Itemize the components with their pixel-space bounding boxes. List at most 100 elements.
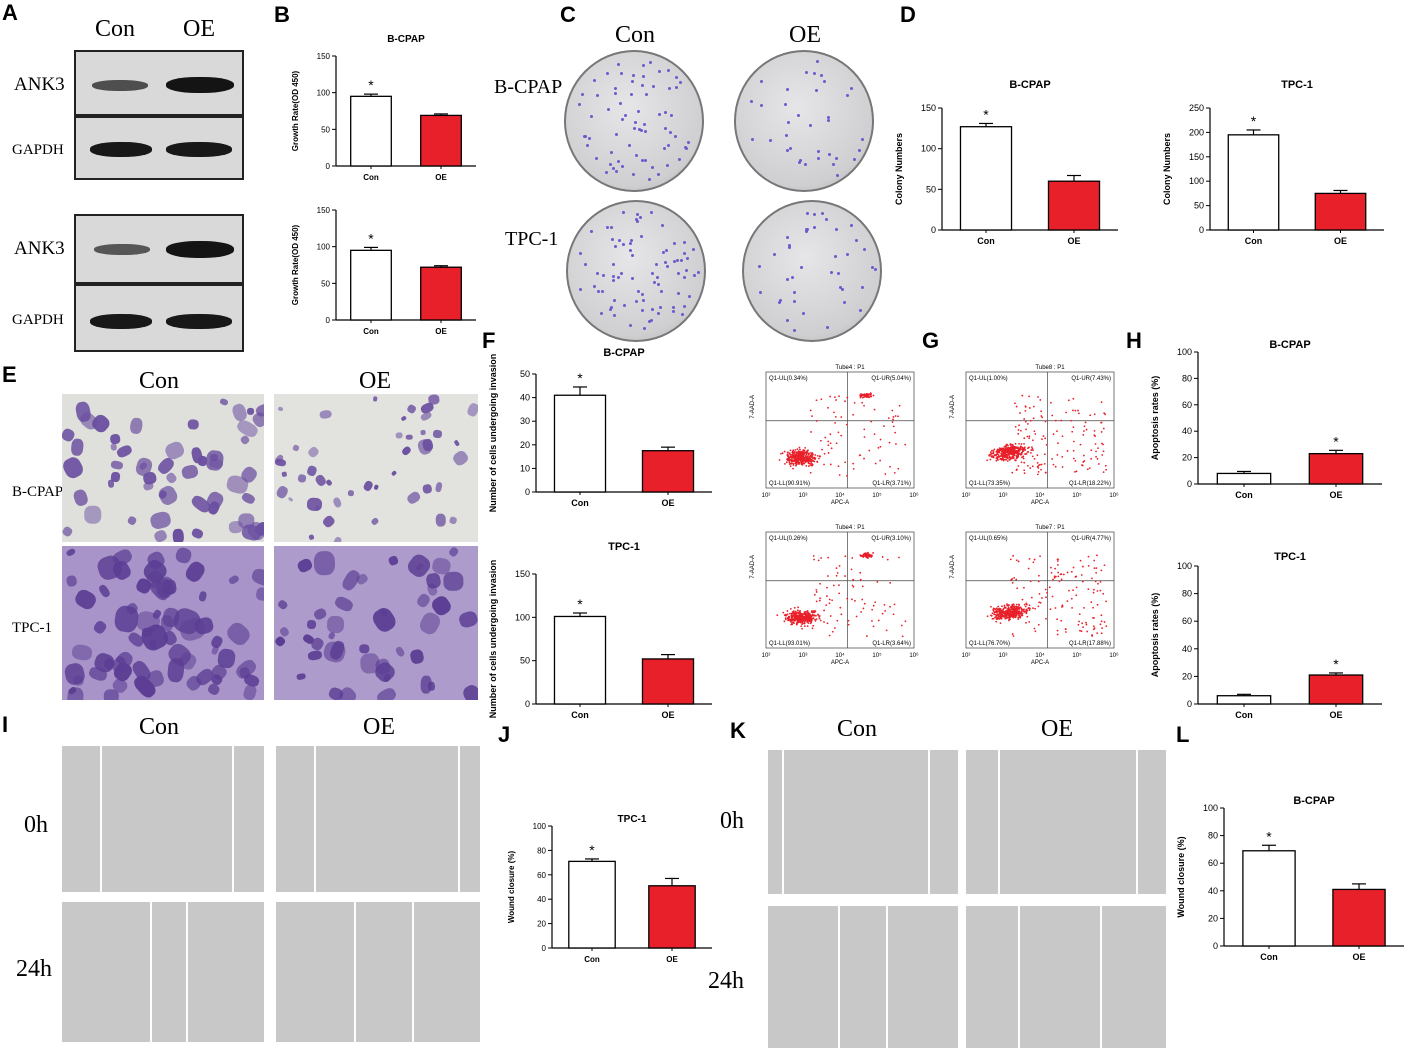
blot-gapdh-bcpap xyxy=(74,116,244,180)
y-tick-label: 100 xyxy=(1177,561,1192,571)
chart-title: B-CPAP xyxy=(1009,79,1050,91)
x-tick-label: Con xyxy=(363,173,379,182)
x-tick-label: OE xyxy=(1067,236,1080,246)
flow-x-tick: 10⁶ xyxy=(909,652,919,659)
y-tick-label: 150 xyxy=(921,103,936,113)
colony-header-oe: OE xyxy=(789,22,821,48)
x-tick-label: OE xyxy=(1334,236,1347,246)
bar-oe xyxy=(420,266,462,321)
x-tick-label: OE xyxy=(435,327,447,336)
flow-x-tick: 10⁴ xyxy=(1035,492,1045,499)
flow-quadrant-ll: Q1-LL(90.91%) xyxy=(769,481,810,487)
y-tick-label: 50 xyxy=(520,656,530,666)
flow-plot-4: Tube7 : P1 Q1-UL(0.65%) Q1-UR(4.77%) Q1-LL(… xyxy=(950,525,1119,666)
y-tick-label: 250 xyxy=(1189,103,1204,113)
significance-star: * xyxy=(1333,433,1339,449)
x-tick-label: Con xyxy=(1260,952,1278,962)
chart-title: B-CPAP xyxy=(1293,795,1334,807)
woundI-row-0h: 0h xyxy=(24,812,48,838)
invasion-header-con: Con xyxy=(138,368,179,394)
flow-plot-frame xyxy=(765,531,915,649)
invasion-photo-bcpap-con xyxy=(62,394,264,542)
y-tick-label: 150 xyxy=(317,206,331,215)
y-tick-label: 100 xyxy=(317,243,331,252)
chart-title: TPC-1 xyxy=(1274,551,1306,563)
flow-x-tick: 10² xyxy=(962,653,971,659)
bar-con xyxy=(350,95,392,167)
y-tick-label: 150 xyxy=(515,569,530,579)
panel-label-c: C xyxy=(560,2,576,27)
flow-x-tick: 10⁴ xyxy=(835,492,845,499)
y-axis-label: Apoptosis rates (%) xyxy=(1150,593,1160,678)
y-axis-label: Wound closure (%) xyxy=(507,851,516,924)
x-tick-label: OE xyxy=(661,710,674,720)
flow-plot-3: Tube4 : P1 Q1-UL(0.26%) Q1-UR(3.10%) Q1-LL(… xyxy=(750,525,919,666)
x-tick-label: Con xyxy=(1235,490,1253,500)
panel-label-a: A xyxy=(2,0,18,25)
chart-growth-bcpap: B-CPAP 0 50 100 150 Growth Rate(OD 450) * Con OE xyxy=(291,34,476,182)
bar-con xyxy=(568,860,616,949)
chart-apoptosis-tpc1: TPC-1 0 20 40 60 80 100 Apoptosis rates (%) Con *… xyxy=(1150,551,1382,720)
blot-ank3-bcpap xyxy=(74,50,244,116)
wound-tpc1-oe-24h xyxy=(276,902,480,1042)
x-tick-label: Con xyxy=(363,327,379,336)
flow-x-tick: 10² xyxy=(962,493,971,499)
flow-x-tick: 10² xyxy=(762,653,771,659)
bar-con xyxy=(1216,695,1272,705)
bar-oe xyxy=(1314,192,1367,231)
x-tick-label: Con xyxy=(584,955,600,964)
y-tick-label: 80 xyxy=(537,846,546,855)
y-tick-label: 60 xyxy=(1182,616,1192,626)
y-tick-label: 200 xyxy=(1189,127,1204,137)
colony-dish-bcpap-oe xyxy=(734,50,874,192)
panel-label-l: L xyxy=(1176,722,1190,747)
flow-cytometry-plots: Tube4 : P1 Q1-UL(0.34%) Q1-UR(5.04%) Q1-LL(… xyxy=(750,365,1119,666)
y-tick-label: 30 xyxy=(520,416,530,426)
x-tick-label: Con xyxy=(977,236,995,246)
flow-y-label: 7-AAD-A xyxy=(750,555,756,579)
flow-quadrant-ll: Q1-LL(93.01%) xyxy=(769,641,810,647)
panel-label-h: H xyxy=(1126,328,1142,353)
y-tick-label: 60 xyxy=(1182,400,1192,410)
y-axis-label: Growth Rate(OD 450) xyxy=(291,224,300,305)
flow-x-tick: 10⁴ xyxy=(835,652,845,659)
flow-quadrant-ur: Q1-UR(5.04%) xyxy=(871,376,911,382)
flow-x-label: APC-A xyxy=(831,500,849,506)
y-tick-label: 0 xyxy=(542,944,547,953)
panel-label-j: J xyxy=(498,722,511,747)
flow-x-tick: 10⁵ xyxy=(872,652,882,659)
significance-star: * xyxy=(1266,828,1272,844)
y-tick-label: 100 xyxy=(515,612,530,622)
wound-bcpap-oe-0h xyxy=(966,750,1166,894)
bar-oe xyxy=(1308,674,1364,705)
y-tick-label: 20 xyxy=(520,440,530,450)
y-axis-label: Growth Rate(OD 450) xyxy=(291,70,300,151)
bar-oe xyxy=(420,114,462,167)
y-tick-label: 40 xyxy=(1182,644,1192,654)
colony-dish-bcpap-con xyxy=(564,50,704,192)
bar-oe xyxy=(641,450,695,493)
y-tick-label: 0 xyxy=(1199,225,1204,235)
flow-y-label: 7-AAD-A xyxy=(950,395,956,419)
woundI-row-24h: 24h xyxy=(16,956,52,982)
chart-title: B-CPAP xyxy=(387,34,425,45)
flow-quadrant-lr: Q1-LR(3.64%) xyxy=(872,641,911,647)
y-tick-label: 50 xyxy=(321,279,330,288)
y-tick-label: 40 xyxy=(520,393,530,403)
bar-oe xyxy=(1047,180,1101,231)
flow-quadrant-lr: Q1-LR(3.71%) xyxy=(872,481,911,487)
woundI-header-con: Con xyxy=(138,714,179,740)
significance-star: * xyxy=(983,106,989,122)
colony-dish-tpc1-con xyxy=(566,200,706,342)
chart-colony-tpc1: TPC-1 0 50 100 150 200 250 Colony Numbers * Con OE xyxy=(1162,79,1384,246)
flow-x-tick: 10² xyxy=(762,493,771,499)
x-tick-label: Con xyxy=(1245,236,1263,246)
chart-wound-bcpap: B-CPAP 0 20 40 60 80 100 Wound closure (%) * Con O… xyxy=(1176,795,1404,962)
y-tick-label: 0 xyxy=(931,225,936,235)
y-tick-label: 50 xyxy=(1194,201,1204,211)
x-tick-label: Con xyxy=(571,498,589,508)
chart-growth-tpc1: 0 50 100 150 Growth Rate(OD 450) * Con OE xyxy=(291,206,476,336)
flow-quadrant-ul: Q1-UL(0.65%) xyxy=(969,536,1008,542)
y-axis-label: Colony Numbers xyxy=(1162,133,1172,205)
significance-star: * xyxy=(368,230,374,246)
